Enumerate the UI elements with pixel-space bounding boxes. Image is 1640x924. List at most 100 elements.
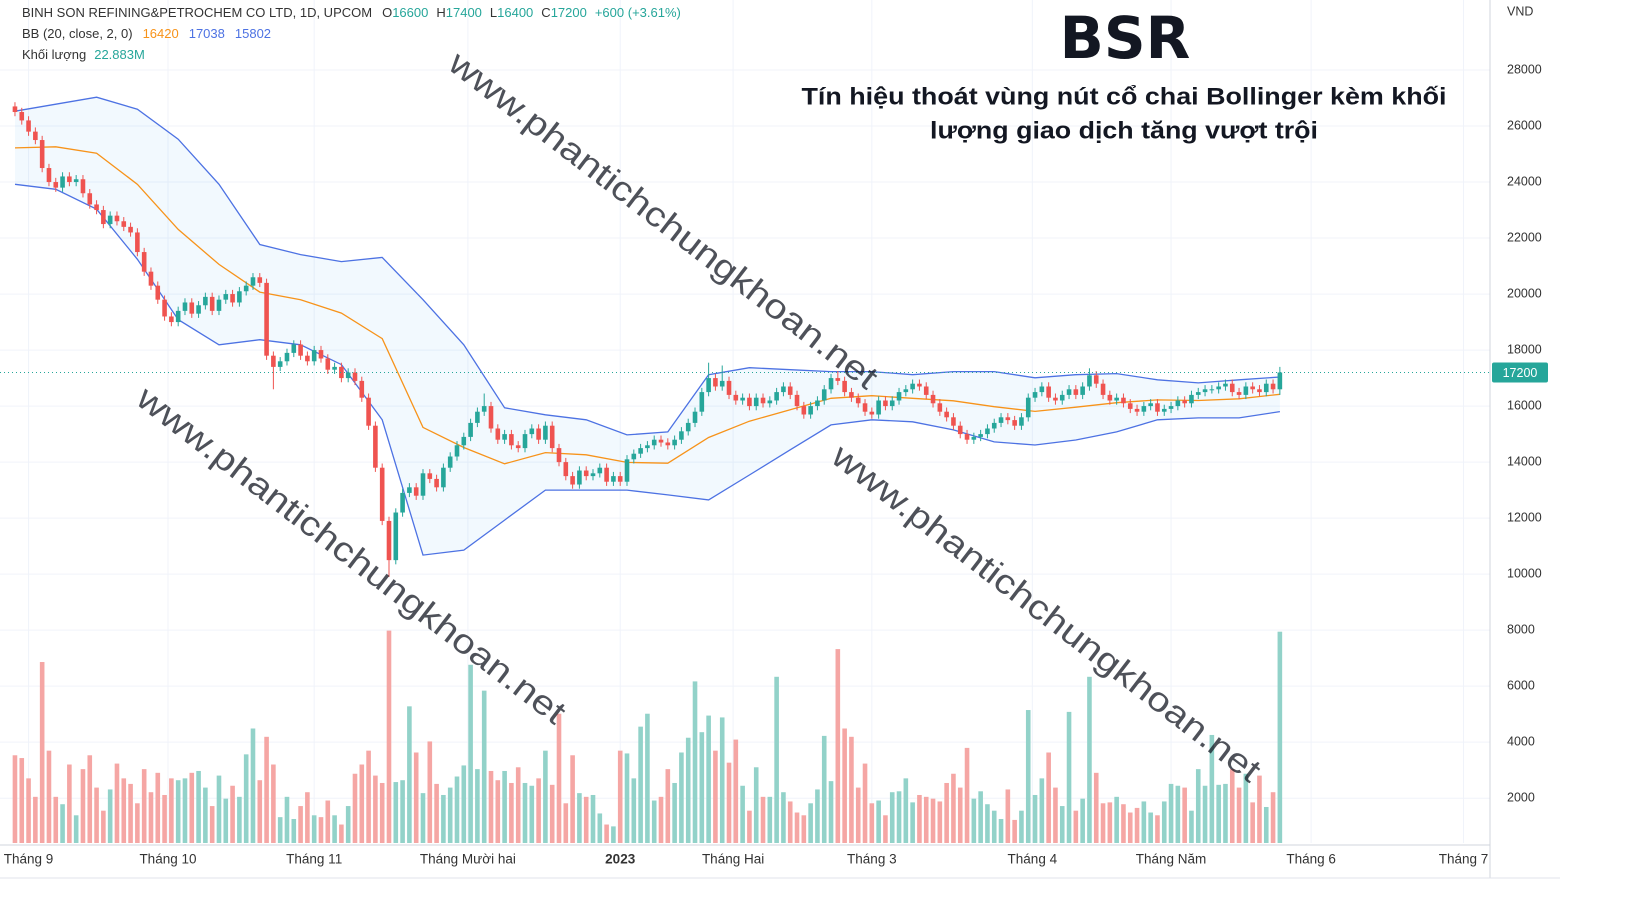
candle-body [951,417,956,426]
grid [0,0,1490,843]
candle-body [509,434,514,446]
candle-body [828,378,834,390]
volume-bar [808,803,813,843]
candle-body [413,487,419,496]
candle-body [298,344,303,356]
y-tick-label: 4000 [1507,734,1535,748]
candle-body [930,394,936,404]
legend-line: BINH SON REFINING&PETROCHEM CO LTD, 1D, … [22,5,681,20]
candle-body [1114,397,1119,401]
candle-body [1250,386,1255,390]
candle-body [1175,400,1181,407]
candle-body [475,411,480,423]
candle-body [26,120,31,132]
annotation: Tín hiệu thoát vùng nút cổ chai Bollinge… [802,83,1447,110]
volume-bar [250,728,256,843]
volume-bar [631,778,637,843]
volume-bar [1277,631,1283,843]
volume-bar [1263,806,1269,843]
candles [0,102,1490,577]
volume-bar [794,812,800,843]
volume-bar [1059,806,1065,843]
volume-bar [842,728,847,843]
candle-body [291,344,297,353]
volume-bar [1209,734,1215,843]
volume-bar [141,769,147,843]
candle-body [359,380,365,398]
candle-body [1216,386,1221,390]
volume-bar [495,780,501,843]
candle-body [1066,389,1072,395]
volume-bar [611,826,616,843]
volume-bar [291,818,297,843]
y-tick-label: 10000 [1507,566,1542,580]
candle-body [1080,386,1085,395]
candle-body [957,425,963,435]
candle-body [1127,403,1133,409]
candle-body [420,473,426,496]
volume-bar [468,664,473,843]
candle-body [685,422,691,432]
candle-body [1263,383,1269,393]
bb-basis [14,146,1280,465]
volume-bar [196,770,201,843]
volume-bar [706,715,711,843]
candle-body [19,112,25,121]
bb-upper [14,96,1280,436]
volume-bar [685,737,691,843]
candle-body [1223,383,1228,387]
volume-bar [699,732,705,843]
candle-body [135,232,140,253]
candle-body [760,397,766,404]
volume-bar [883,815,888,843]
candle-body [1107,394,1113,401]
volume-bar [692,681,698,843]
volume-bar [366,750,371,843]
candle-body [332,366,337,370]
volume-bar [1046,752,1051,843]
volume-bar [434,783,439,843]
volume-bar [1066,711,1072,843]
volume-bar [243,754,249,843]
volume-label: Khối lượng [22,47,86,62]
volume-bar [386,630,392,843]
candle-body [651,439,657,446]
candle-body [801,406,807,415]
volume-bar [1121,804,1126,843]
bb-lower [14,183,1280,556]
candle-body [141,252,147,272]
candle-body [889,400,895,407]
candle-body [203,296,208,306]
volume-bar [855,787,861,843]
candle-body [781,386,786,393]
candle-body [305,355,310,362]
volume-bar [277,817,283,843]
volume-bar [1223,783,1228,843]
volume-bar [359,764,365,843]
candle-body [243,285,249,292]
candle-body [345,372,351,379]
candle-body [80,179,86,194]
candle-body [747,397,752,407]
candle-body [1202,389,1208,393]
volume-bar [733,739,739,843]
prefix: C [541,5,550,20]
volume-bar [1250,802,1255,843]
volume-bar [128,783,133,843]
candle-body [481,406,487,412]
candle-body [1257,389,1262,393]
candle-body [985,428,990,435]
volume-bar [427,741,433,843]
candle-body [787,386,793,395]
volume-bar [930,798,936,843]
volume-bar [182,778,188,843]
candle-body [434,478,439,488]
volume-bar [1053,787,1058,843]
candle-body [713,378,718,387]
volume-bar [991,810,997,843]
last-price-label: 17200 [1503,366,1538,380]
volume-bar [1093,772,1099,843]
volume-bar [1195,769,1201,843]
volume-bar [1012,819,1017,843]
